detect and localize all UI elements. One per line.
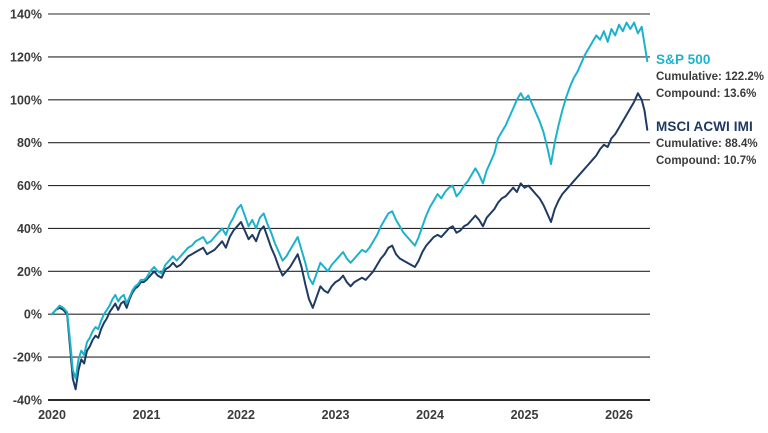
y-axis-label: 80%: [17, 136, 42, 150]
y-axis-label: 20%: [17, 265, 42, 279]
y-axis-label: 40%: [17, 222, 42, 236]
x-axis-label: 2021: [133, 408, 161, 422]
x-axis-label: 2022: [227, 408, 255, 422]
acwi-compound-value: Compound: 10.7%: [656, 155, 757, 167]
sp500-line: [51, 21, 649, 380]
sp500-series-label: S&P 500: [656, 52, 711, 67]
y-axis-label: -20%: [13, 351, 42, 365]
x-axis-label: 2025: [511, 408, 539, 422]
acwi-line: [51, 92, 649, 391]
y-axis-label: 140%: [10, 8, 42, 22]
y-axis-label: 100%: [10, 93, 42, 107]
legend-msci-acwi-imi: MSCI ACWI IMI Cumulative: 88.4% Compound…: [656, 119, 768, 170]
y-axis-label: 60%: [17, 179, 42, 193]
sp500-cumulative-value: Cumulative: 122.2%: [656, 71, 765, 83]
x-axis-label: 2024: [416, 408, 444, 422]
x-axis-label: 2023: [322, 408, 350, 422]
acwi-series-label: MSCI ACWI IMI: [656, 119, 753, 134]
sp500-compound-value: Compound: 13.6%: [656, 88, 757, 100]
y-axis-label: 120%: [10, 50, 42, 64]
y-axis-label: -40%: [13, 394, 42, 408]
y-axis-label: 0%: [24, 308, 42, 322]
acwi-cumulative-value: Cumulative: 88.4%: [656, 138, 758, 150]
x-axis-label: 2020: [38, 408, 66, 422]
x-axis-label: 2026: [605, 408, 633, 422]
legend-sp500: S&P 500 Cumulative: 122.2% Compound: 13.…: [656, 52, 768, 103]
